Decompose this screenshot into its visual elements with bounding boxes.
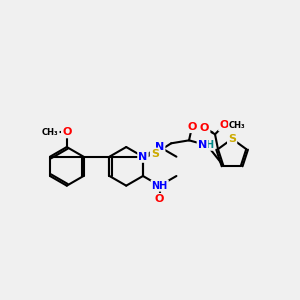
Text: N: N xyxy=(155,142,164,152)
Text: O: O xyxy=(187,122,197,132)
Text: H: H xyxy=(206,140,214,150)
Text: N: N xyxy=(198,140,207,150)
Text: O: O xyxy=(219,120,229,130)
Text: O: O xyxy=(155,194,164,204)
Text: O: O xyxy=(62,127,71,137)
Text: CH₃: CH₃ xyxy=(229,121,246,130)
Text: S: S xyxy=(228,134,236,144)
Text: NH: NH xyxy=(152,181,168,191)
Text: CH₃: CH₃ xyxy=(42,128,59,137)
Text: N: N xyxy=(138,152,148,162)
Text: S: S xyxy=(151,149,159,159)
Text: O: O xyxy=(200,123,209,133)
